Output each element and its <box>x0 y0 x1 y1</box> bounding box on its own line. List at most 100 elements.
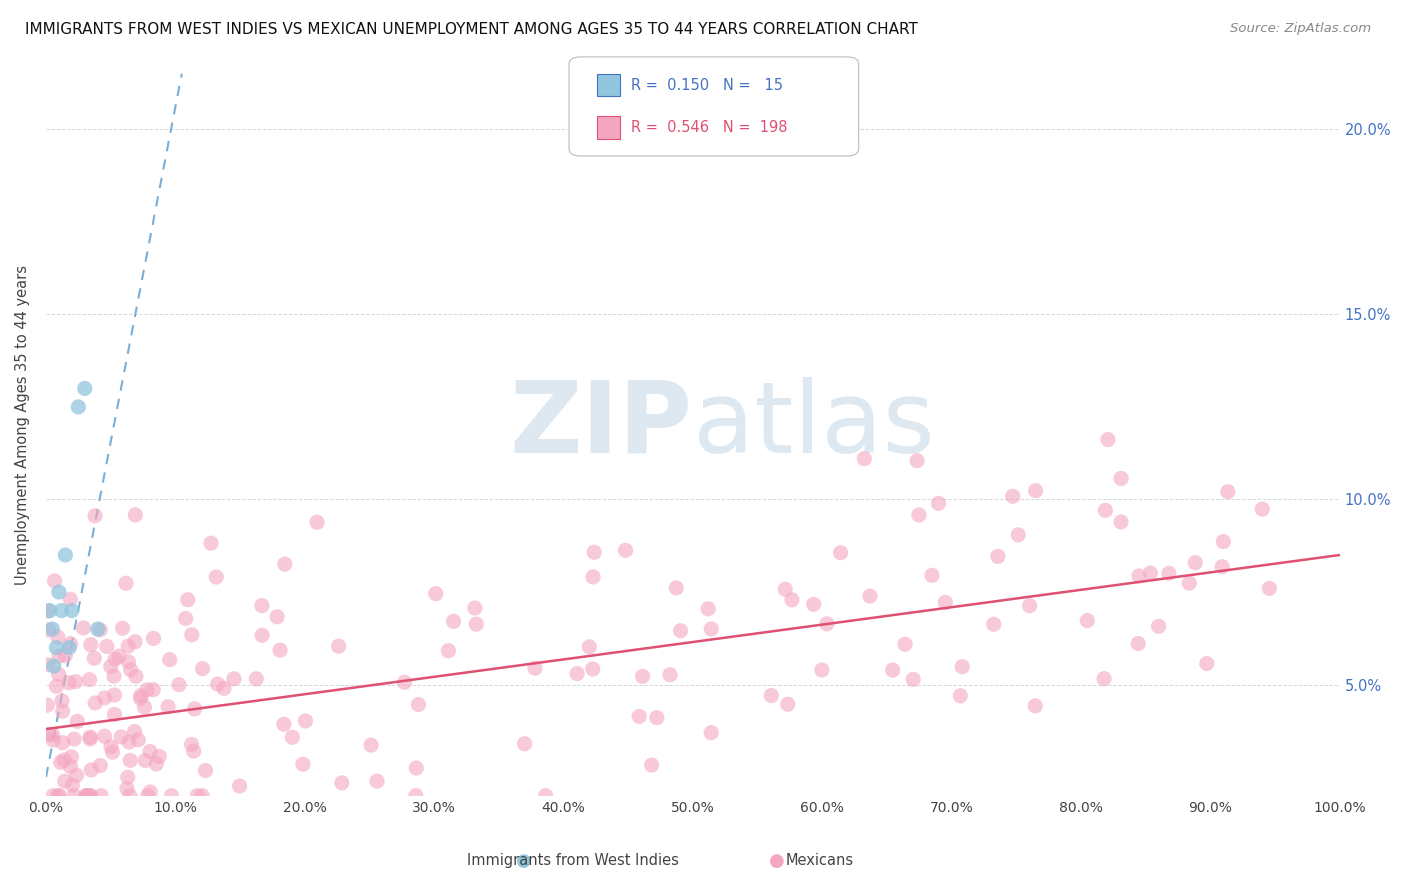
Point <box>583 545 606 559</box>
Point <box>366 774 388 789</box>
Point <box>1258 582 1281 596</box>
Point <box>1178 576 1201 591</box>
Point <box>191 789 214 803</box>
Point <box>761 689 783 703</box>
Point <box>103 707 125 722</box>
Point <box>73 381 96 395</box>
Point <box>1147 619 1170 633</box>
Point <box>1251 502 1274 516</box>
Point <box>58 675 80 690</box>
Point <box>37 698 59 712</box>
Point <box>62 778 84 792</box>
Point <box>443 615 465 629</box>
Point <box>250 599 273 613</box>
Point <box>266 610 288 624</box>
Point <box>1025 483 1047 498</box>
Point <box>72 621 94 635</box>
Point <box>38 603 60 617</box>
Point <box>48 789 70 803</box>
Point <box>901 673 924 687</box>
Point <box>48 667 70 681</box>
Point <box>79 730 101 744</box>
Point <box>1097 433 1119 447</box>
Point <box>905 453 928 467</box>
Point <box>200 536 222 550</box>
Point <box>53 548 76 562</box>
Point <box>49 756 72 770</box>
Point <box>65 768 87 782</box>
Point <box>1109 515 1132 529</box>
Point <box>79 673 101 687</box>
Point <box>565 666 588 681</box>
Point <box>46 789 69 803</box>
Point <box>987 549 1010 564</box>
Point <box>269 643 291 657</box>
Point <box>160 789 183 803</box>
Point <box>908 508 931 522</box>
Point <box>118 735 141 749</box>
Point <box>63 789 86 803</box>
Point <box>1007 528 1029 542</box>
Point <box>117 639 139 653</box>
Point <box>1092 672 1115 686</box>
Point <box>136 789 159 803</box>
Point <box>136 682 159 697</box>
Point <box>853 451 876 466</box>
Text: Source: ZipAtlas.com: Source: ZipAtlas.com <box>1230 22 1371 36</box>
Point <box>46 630 69 644</box>
Text: ZIP: ZIP <box>510 377 693 474</box>
Point <box>108 649 131 664</box>
Point <box>51 736 73 750</box>
Point <box>58 640 80 655</box>
Point <box>1128 569 1150 583</box>
Point <box>75 789 97 803</box>
Point <box>117 655 139 669</box>
Point <box>127 732 149 747</box>
Point <box>145 756 167 771</box>
Point <box>1076 614 1098 628</box>
Point <box>89 758 111 772</box>
Point <box>139 785 162 799</box>
Point <box>48 585 70 599</box>
Point <box>65 674 87 689</box>
Point <box>53 648 76 663</box>
Point <box>103 669 125 683</box>
Point <box>125 669 148 683</box>
Point <box>101 745 124 759</box>
Point <box>882 663 904 677</box>
Point <box>124 508 146 522</box>
Text: atlas: atlas <box>693 377 935 474</box>
Point <box>281 731 304 745</box>
Point <box>1139 566 1161 580</box>
Point <box>464 601 486 615</box>
Point <box>194 764 217 778</box>
Point <box>159 653 181 667</box>
Point <box>59 592 82 607</box>
Point <box>1094 503 1116 517</box>
Point <box>110 730 132 744</box>
Point <box>1184 556 1206 570</box>
Point <box>1195 657 1218 671</box>
Point <box>134 754 156 768</box>
Point <box>534 789 557 803</box>
Point <box>53 774 76 789</box>
Point <box>115 576 138 591</box>
Point <box>1024 698 1046 713</box>
Text: R =  0.150   N =   15: R = 0.150 N = 15 <box>631 78 783 93</box>
Point <box>42 733 65 747</box>
Text: ●: ● <box>516 852 531 870</box>
Point <box>63 732 86 747</box>
Point <box>37 604 59 618</box>
Point <box>803 598 825 612</box>
Point <box>631 669 654 683</box>
Text: Immigrants from West Indies: Immigrants from West Indies <box>467 854 679 868</box>
Point <box>45 640 67 655</box>
Point <box>250 628 273 642</box>
Point <box>228 779 250 793</box>
Point <box>53 753 76 767</box>
Point <box>142 682 165 697</box>
Point <box>45 679 67 693</box>
Point <box>921 568 943 582</box>
Point <box>174 611 197 625</box>
Point <box>437 644 460 658</box>
